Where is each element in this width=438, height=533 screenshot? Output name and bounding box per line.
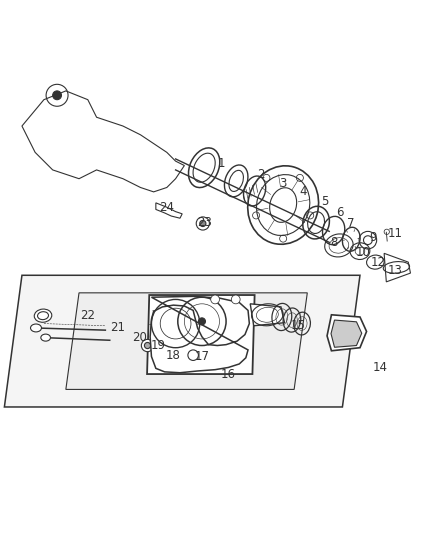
Text: 22: 22 [80, 309, 95, 322]
Polygon shape [22, 91, 184, 192]
Text: 5: 5 [321, 195, 328, 208]
Circle shape [210, 295, 219, 304]
Polygon shape [326, 315, 366, 351]
Polygon shape [150, 296, 249, 373]
Polygon shape [330, 320, 361, 348]
Polygon shape [4, 275, 359, 407]
Text: 7: 7 [346, 217, 354, 230]
Text: 2: 2 [257, 168, 265, 181]
Text: 17: 17 [194, 350, 209, 363]
Text: 23: 23 [196, 216, 211, 229]
Circle shape [141, 340, 153, 352]
Text: 8: 8 [329, 236, 336, 249]
Text: 14: 14 [371, 361, 386, 374]
Polygon shape [250, 304, 284, 326]
Text: 16: 16 [220, 368, 235, 381]
Text: 19: 19 [150, 339, 165, 352]
Text: 13: 13 [387, 264, 402, 277]
Circle shape [231, 295, 240, 304]
Circle shape [198, 318, 205, 325]
Text: 11: 11 [387, 227, 402, 240]
Circle shape [199, 221, 205, 227]
Polygon shape [383, 253, 410, 282]
Circle shape [154, 348, 168, 362]
Ellipse shape [34, 309, 52, 322]
Text: 15: 15 [290, 319, 305, 332]
Text: 21: 21 [110, 321, 125, 335]
Polygon shape [155, 203, 182, 218]
Text: 18: 18 [166, 349, 180, 362]
Text: 9: 9 [368, 231, 376, 245]
Text: 6: 6 [336, 206, 343, 220]
Text: 1: 1 [217, 157, 225, 170]
Text: 3: 3 [279, 176, 286, 190]
Polygon shape [147, 295, 254, 374]
Text: 20: 20 [132, 331, 147, 344]
Text: 12: 12 [370, 256, 385, 270]
Text: 4: 4 [298, 185, 306, 198]
Circle shape [187, 350, 198, 360]
Circle shape [53, 91, 61, 100]
Circle shape [144, 342, 150, 349]
Text: 24: 24 [159, 201, 174, 214]
Circle shape [158, 352, 165, 359]
Polygon shape [66, 293, 307, 390]
Ellipse shape [41, 334, 50, 341]
Text: 10: 10 [355, 246, 370, 259]
Circle shape [196, 217, 209, 230]
Ellipse shape [31, 324, 42, 332]
